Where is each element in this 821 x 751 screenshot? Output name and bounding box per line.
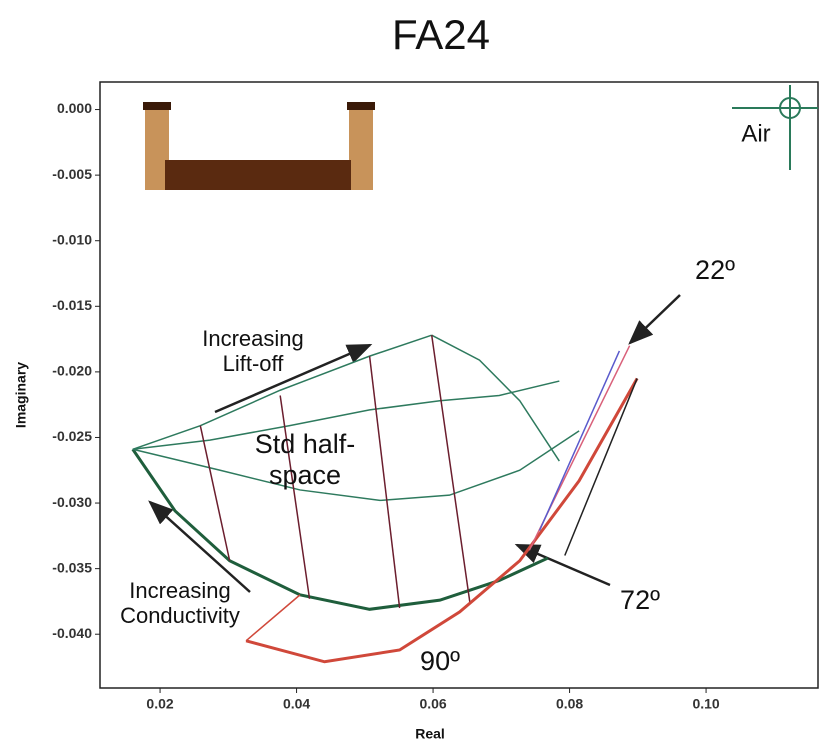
x-tick-label: 0.02	[146, 696, 173, 712]
series-line	[564, 378, 638, 556]
probe-cap	[347, 102, 375, 110]
arrows	[148, 294, 681, 593]
arrow	[514, 543, 611, 587]
probe-cap	[143, 102, 171, 110]
annotation: space	[269, 460, 341, 490]
series-line	[431, 334, 560, 462]
x-tick-label: 0.06	[419, 696, 446, 712]
y-tick-label: -0.035	[52, 559, 92, 575]
y-tick-label: -0.020	[52, 363, 92, 379]
probe-base	[165, 160, 351, 190]
annotation: Increasing	[129, 578, 231, 603]
arrow	[148, 500, 251, 593]
annotation: Increasing	[202, 326, 304, 351]
annotation: Std half-	[255, 429, 356, 459]
series-line	[430, 335, 471, 603]
y-axis-label: Imaginary	[13, 362, 29, 428]
annotation: Air	[741, 120, 770, 147]
y-tick-label: -0.010	[52, 231, 92, 247]
series-line	[132, 430, 580, 502]
chart-title: FA24	[392, 11, 490, 58]
series-line	[132, 380, 560, 451]
probe-icon	[143, 102, 375, 190]
x-tick-label: 0.08	[556, 696, 583, 712]
probe-leg	[349, 104, 373, 190]
series-line	[245, 377, 639, 664]
annotation: 22º	[695, 255, 735, 285]
series-line	[368, 356, 401, 609]
arrow	[628, 294, 681, 345]
arrow	[214, 343, 373, 414]
x-tick-label: 0.10	[692, 696, 719, 712]
series-line	[199, 425, 231, 561]
y-tick-label: -0.025	[52, 428, 92, 444]
y-tick-label: -0.005	[52, 166, 92, 182]
y-tick-label: -0.040	[52, 625, 92, 641]
series-line	[279, 395, 311, 599]
series-line	[245, 594, 301, 642]
series-line	[538, 350, 621, 531]
annotation: Conductivity	[120, 603, 240, 628]
plot-frame	[99, 81, 819, 689]
y-tick-label: -0.030	[52, 494, 92, 510]
x-tick-label: 0.04	[283, 696, 310, 712]
y-tick-label: -0.015	[52, 297, 92, 313]
annotation: 90º	[420, 646, 460, 676]
air-marker	[732, 85, 818, 170]
series-line	[131, 448, 549, 611]
series-line	[132, 334, 432, 450]
annotation: Lift-off	[223, 351, 285, 376]
y-tick-label: 0.000	[57, 100, 92, 116]
x-axis-label: Real	[415, 726, 445, 742]
annotation: 72º	[620, 585, 660, 615]
